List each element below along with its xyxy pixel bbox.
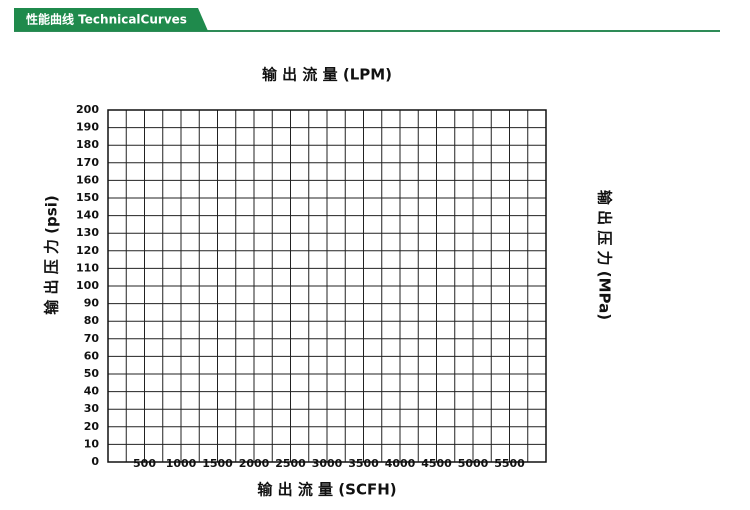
y-tick-label: 200: [76, 103, 99, 116]
y-tick-label: 100: [76, 279, 99, 292]
y-tick-label: 20: [84, 420, 100, 433]
y-tick-label: 40: [84, 385, 100, 398]
y-tick-label: 160: [76, 173, 99, 186]
x-tick-label: 3000: [312, 457, 343, 470]
x-tick-label: 2500: [275, 457, 306, 470]
x-tick-label: 500: [133, 457, 156, 470]
y-tick-label: 180: [76, 138, 99, 151]
x-tick-label: 5500: [494, 457, 525, 470]
x-tick-label: 4500: [421, 457, 452, 470]
x-tick-label: 1500: [202, 457, 233, 470]
y-label: 输 出 压 力 (psi): [43, 195, 61, 314]
y-tick-label: 30: [84, 402, 100, 415]
y-tick-label: 190: [76, 121, 99, 134]
y-tick-label: 170: [76, 156, 99, 169]
y-tick-label: 150: [76, 191, 99, 204]
x-tick-label: 2000: [239, 457, 270, 470]
plot-frame: [107, 109, 547, 463]
y-tick-label: 90: [84, 297, 100, 310]
y-tick-label: 10: [84, 437, 100, 450]
y-tick-label: 110: [76, 261, 99, 274]
x2-label: 输 出 流 量 (LPM): [262, 66, 392, 84]
header-tab: [14, 8, 208, 31]
y-tick-label: 70: [84, 332, 100, 345]
header-title: 性能曲线 TechnicalCurves: [25, 12, 187, 27]
y-tick-label: 50: [84, 367, 100, 380]
x-tick-label: 5000: [458, 457, 489, 470]
y-tick-label: 0: [91, 455, 99, 468]
x-tick-label: 1000: [166, 457, 197, 470]
x-tick-label: 4000: [385, 457, 416, 470]
y-tick-label: 80: [84, 314, 100, 327]
x-tick-label: 3500: [348, 457, 379, 470]
y-tick-label: 60: [84, 349, 100, 362]
y-tick-label: 130: [76, 226, 99, 239]
y-tick-label: 140: [76, 209, 99, 222]
y-tick-label: 120: [76, 244, 99, 257]
x-label: 输 出 流 量 (SCFH): [257, 481, 396, 499]
y2-label: 输 出 压 力 (MPa): [596, 190, 614, 320]
